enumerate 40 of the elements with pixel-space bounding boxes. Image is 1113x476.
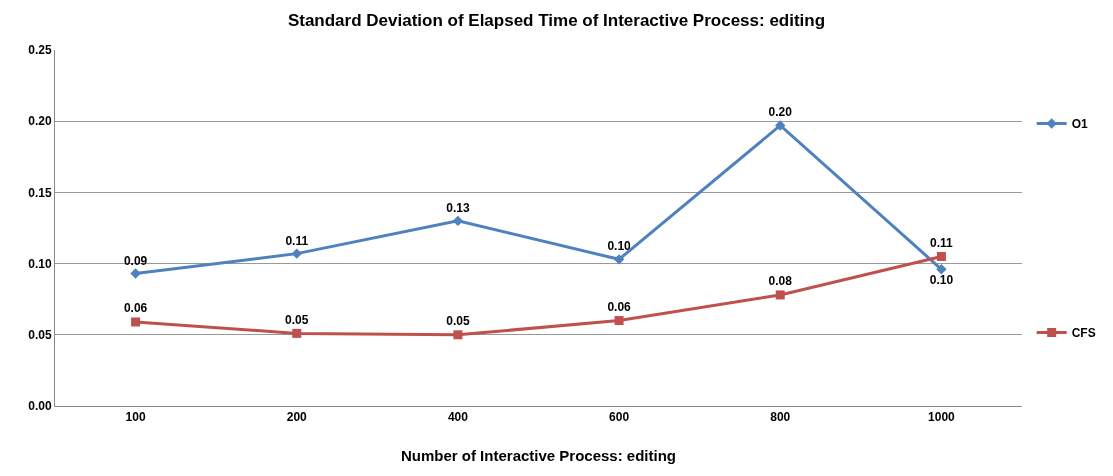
data-label: 0.11 <box>285 233 309 248</box>
point <box>936 251 946 261</box>
legend-label: CFS <box>1071 326 1096 341</box>
y-tick-label: 0.00 <box>28 399 52 414</box>
data-label: 0.09 <box>123 253 148 268</box>
x-tick-label: 100 <box>125 410 146 425</box>
x-tick-label: 800 <box>770 410 791 425</box>
data-label: 0.20 <box>768 105 793 120</box>
point <box>614 316 624 326</box>
y-tick-label: 0.15 <box>28 185 52 200</box>
x-tick-label: 600 <box>609 410 630 425</box>
data-label: 0.10 <box>607 239 632 254</box>
chart-title: Standard Deviation of Elapsed Time of Interactive Process: editing <box>287 11 826 31</box>
point <box>292 328 302 338</box>
y-tick-label: 0.10 <box>28 256 52 271</box>
data-label: 0.11 <box>930 235 954 250</box>
data-label: 0.08 <box>768 274 793 289</box>
x-tick-label: 200 <box>286 410 308 425</box>
y-tick-label: 0.25 <box>28 43 52 58</box>
point <box>453 330 463 340</box>
data-label: 0.06 <box>607 299 632 314</box>
point <box>613 254 625 265</box>
point <box>131 317 141 327</box>
y-tick-label: 0.05 <box>28 328 52 342</box>
point <box>775 120 786 131</box>
y-tick-label: 0.20 <box>28 114 52 129</box>
x-axis-title: Number of Interactive Process: editing <box>400 447 677 464</box>
point <box>775 290 785 300</box>
point <box>452 215 464 227</box>
legend-label: O1 <box>1071 117 1088 132</box>
data-label: 0.05 <box>285 312 309 327</box>
data-label: 0.13 <box>446 200 470 215</box>
x-tick-label: 1000 <box>928 410 956 425</box>
data-label: 0.10 <box>929 273 954 288</box>
point <box>291 248 302 259</box>
x-tick-label: 400 <box>447 410 469 425</box>
point <box>130 268 141 279</box>
point <box>936 264 947 275</box>
data-label: 0.05 <box>446 314 470 329</box>
data-label: 0.06 <box>123 301 148 316</box>
